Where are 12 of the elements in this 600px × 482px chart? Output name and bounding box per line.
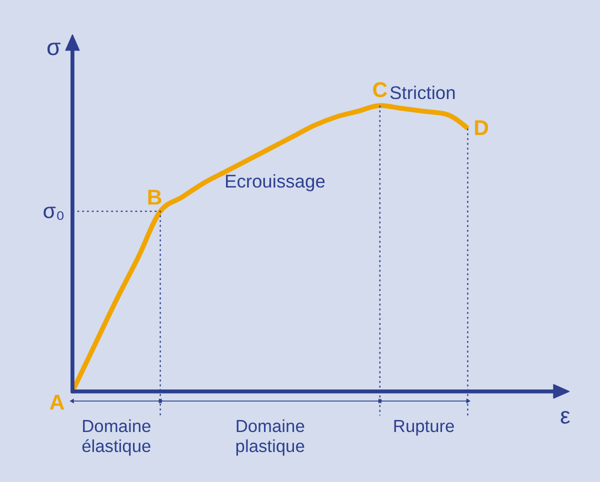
text: A (49, 390, 65, 415)
text: Domaine élastique (82, 416, 152, 456)
annotation: B (146, 186, 162, 210)
text: Domaine plastique (235, 416, 305, 456)
annotation: D (474, 116, 489, 140)
x-axis-title: ε (560, 402, 570, 428)
y-axis-title: σ (46, 34, 61, 60)
text: C (372, 78, 388, 102)
annotation: Ecrouissage (224, 170, 326, 192)
text: Striction (390, 82, 456, 103)
text: Rupture (392, 416, 455, 436)
text: σ₀ (42, 199, 65, 224)
